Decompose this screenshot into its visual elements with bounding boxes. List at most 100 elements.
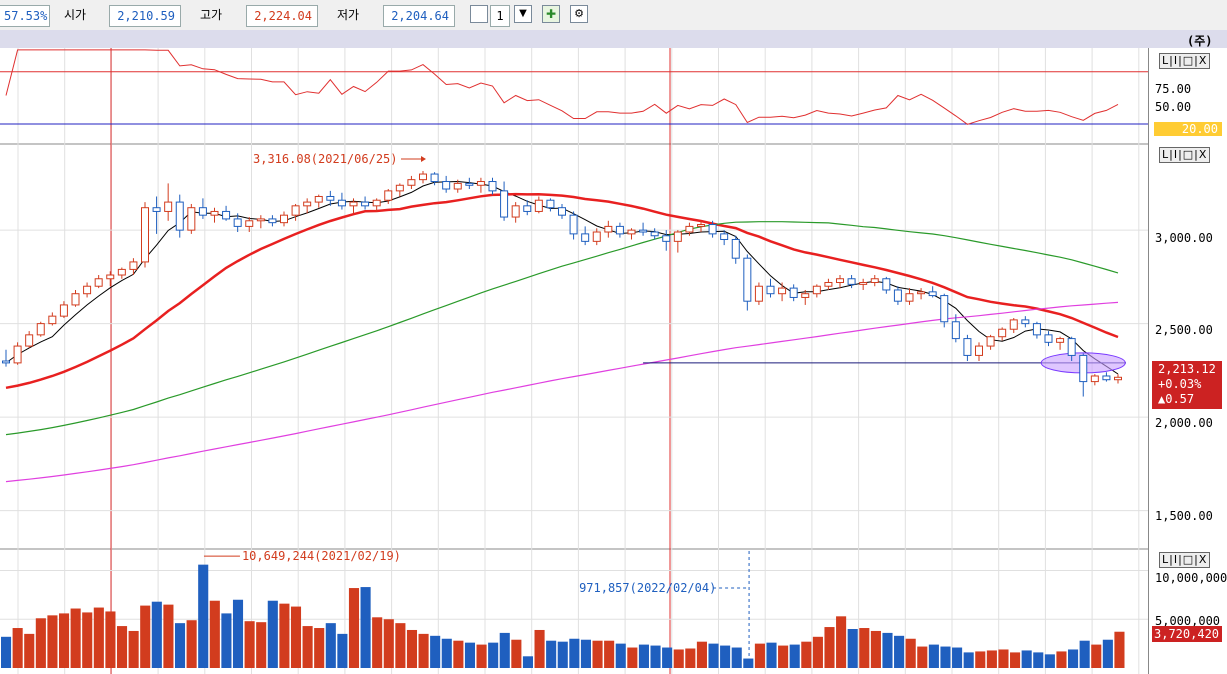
volume-bar xyxy=(801,641,812,668)
candle-body xyxy=(465,182,474,186)
price-tick-3000: 3,000.00 xyxy=(1155,231,1213,245)
candle-body xyxy=(59,304,68,317)
candle-body xyxy=(488,181,497,192)
volume-bar xyxy=(859,628,870,668)
candle-body xyxy=(164,201,173,212)
candle-body xyxy=(963,338,972,356)
candle-body xyxy=(511,205,520,218)
candle-body xyxy=(650,231,659,237)
candle-body xyxy=(685,225,694,233)
volume-bar xyxy=(754,643,765,668)
volume-bar xyxy=(430,635,441,668)
candle-body xyxy=(604,225,613,233)
vol-tick-5m: 5,000,000 xyxy=(1155,614,1221,628)
candle-body xyxy=(71,293,80,306)
price-tick-2000: 2,000.00 xyxy=(1155,416,1213,430)
candle-body xyxy=(117,268,126,276)
volume-bar xyxy=(314,628,325,668)
volume-bar xyxy=(24,633,35,668)
candle-body xyxy=(407,179,416,186)
volume-bar xyxy=(70,608,81,668)
volume-bar xyxy=(731,647,742,668)
volume-bar xyxy=(627,647,638,668)
candle-body xyxy=(1079,354,1088,383)
volume-bar xyxy=(499,632,510,668)
candle-body xyxy=(882,278,891,291)
unit-label: (주) xyxy=(1187,34,1213,48)
gear-icon[interactable]: ⚙ xyxy=(570,5,588,23)
candle-body xyxy=(998,328,1007,338)
candle-body xyxy=(558,207,566,216)
candle-body xyxy=(859,281,868,285)
volume-bar xyxy=(917,646,928,668)
candle-body xyxy=(268,218,277,224)
volume-bar xyxy=(1114,631,1125,668)
price-tick-2500: 2,500.00 xyxy=(1155,323,1213,337)
candle-body xyxy=(280,214,288,224)
volume-bar xyxy=(975,651,986,668)
volume-bar xyxy=(592,640,603,668)
candle-body xyxy=(152,207,161,212)
volume-bar xyxy=(963,652,974,668)
candle-body xyxy=(975,345,983,356)
volume-panel-buttons[interactable]: L|I|□|X xyxy=(1159,552,1211,568)
volume-bar xyxy=(360,587,371,668)
volume-bar xyxy=(209,600,220,668)
candle-body xyxy=(129,261,138,270)
volume-bar xyxy=(488,642,499,668)
chart-type-box-icon[interactable] xyxy=(470,5,488,23)
volume-bar xyxy=(337,633,348,668)
volume-bar xyxy=(928,644,939,668)
volume-bar xyxy=(128,630,139,668)
volume-bar xyxy=(511,639,522,668)
volume-bar xyxy=(406,629,418,668)
volume-bar xyxy=(766,642,777,668)
volume-bar xyxy=(1044,654,1055,668)
volume-bar xyxy=(522,656,534,668)
candle-body xyxy=(534,199,543,212)
price-panel-buttons[interactable]: L|I|□|X xyxy=(1159,147,1211,163)
volume-bar xyxy=(174,623,186,668)
candle-body xyxy=(442,181,451,190)
low-value-field: 2,204.64 xyxy=(383,5,455,27)
candle-body xyxy=(1067,338,1076,356)
indicator-panel-buttons[interactable]: L|I|□|X xyxy=(1159,53,1211,69)
volume-bar xyxy=(372,617,383,668)
volume-bar xyxy=(940,646,951,668)
candle-body xyxy=(870,278,879,283)
candle-body xyxy=(175,201,184,231)
candle-body xyxy=(187,207,196,231)
candle-body xyxy=(256,218,265,222)
volume-bar xyxy=(383,619,394,668)
candle-body xyxy=(743,257,752,302)
min-volume-annotation: 971,857(2022/02/04) xyxy=(579,581,716,595)
candle-body xyxy=(453,182,462,190)
volume-bar xyxy=(1021,650,1032,668)
volume-bar xyxy=(476,644,487,668)
chevron-down-icon[interactable]: ▼ xyxy=(514,5,532,23)
candle-body xyxy=(801,293,810,298)
indicator-panel xyxy=(0,49,1148,125)
candle-body xyxy=(1102,375,1111,381)
candle-body xyxy=(1021,319,1030,325)
volume-bar xyxy=(580,639,591,668)
volume-bar xyxy=(720,645,731,668)
plus-icon[interactable]: ✚ xyxy=(542,5,560,23)
candle-body xyxy=(627,229,636,235)
ma-60-line xyxy=(5,221,1119,436)
volume-bar xyxy=(1033,652,1044,668)
volume-badge: 3,720,420 xyxy=(1152,626,1222,642)
candle-body xyxy=(951,321,960,340)
candle-body xyxy=(673,231,682,242)
period-select[interactable]: 1 xyxy=(490,5,510,27)
toolbar: 57.53% 시가 2,210.59 고가 2,224.04 저가 2,204.… xyxy=(0,0,1227,30)
volume-bar xyxy=(267,600,278,668)
volume-bar xyxy=(836,616,847,668)
volume-bar xyxy=(1056,651,1067,668)
volume-bar xyxy=(140,605,151,668)
candle-body xyxy=(812,285,821,295)
volume-bar xyxy=(1102,639,1113,668)
volume-bar xyxy=(232,599,244,668)
volume-bar xyxy=(47,615,58,668)
volume-bar xyxy=(708,643,719,668)
